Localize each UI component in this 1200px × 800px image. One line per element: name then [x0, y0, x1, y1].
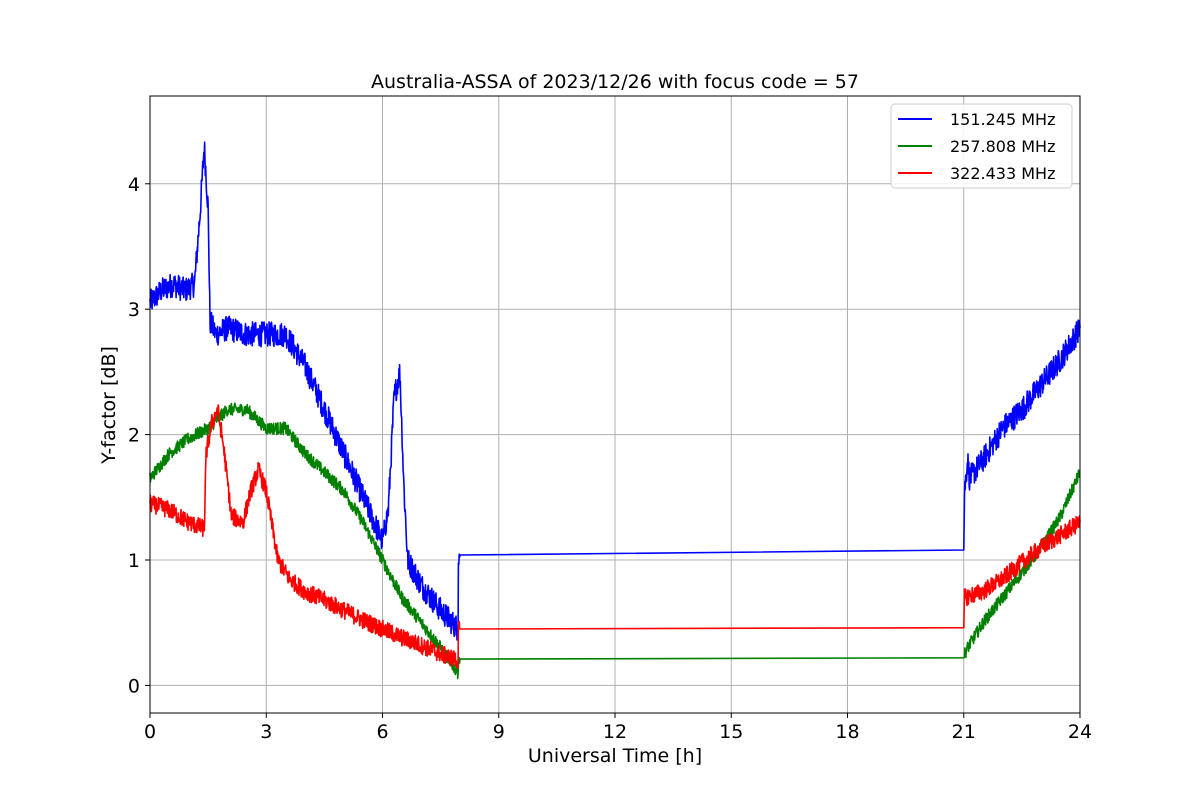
x-tick-label: 9: [493, 721, 505, 743]
series-line-3: [149, 404, 1081, 669]
x-tick-label: 21: [952, 721, 976, 743]
x-tick-label: 0: [144, 721, 156, 743]
series-line-1: [149, 141, 1081, 641]
plot-area: [149, 141, 1081, 680]
x-tick-label: 18: [835, 721, 859, 743]
y-tick-label: 4: [128, 174, 140, 196]
grid: [149, 96, 1081, 713]
x-tick-label: 15: [719, 721, 743, 743]
y-axis: 0 1 2 3 4: [128, 174, 150, 697]
legend-label: 257.808 MHz: [950, 137, 1055, 156]
legend-label: 151.245 MHz: [950, 110, 1055, 129]
x-tick-label: 3: [260, 721, 272, 743]
legend: 151.245 MHz 257.808 MHz 322.433 MHz: [890, 103, 1073, 189]
y-tick-label: 2: [128, 425, 140, 447]
x-axis-label: Universal Time [h]: [528, 745, 702, 767]
x-tick-label: 6: [376, 721, 388, 743]
y-tick-label: 0: [128, 675, 140, 697]
series-line-2: [149, 402, 1081, 680]
y-tick-label: 1: [128, 550, 140, 572]
chart-title: Australia-ASSA of 2023/12/26 with focus …: [371, 71, 859, 93]
legend-label: 322.433 MHz: [950, 164, 1055, 183]
legend-box: [890, 103, 1073, 189]
y-axis-label: Y-factor [dB]: [98, 346, 120, 465]
x-tick-label: 12: [603, 721, 627, 743]
y-tick-label: 3: [128, 299, 140, 321]
x-tick-label: 24: [1068, 721, 1092, 743]
x-axis: 0 3 6 9 12 15 18 21 24: [144, 713, 1092, 743]
